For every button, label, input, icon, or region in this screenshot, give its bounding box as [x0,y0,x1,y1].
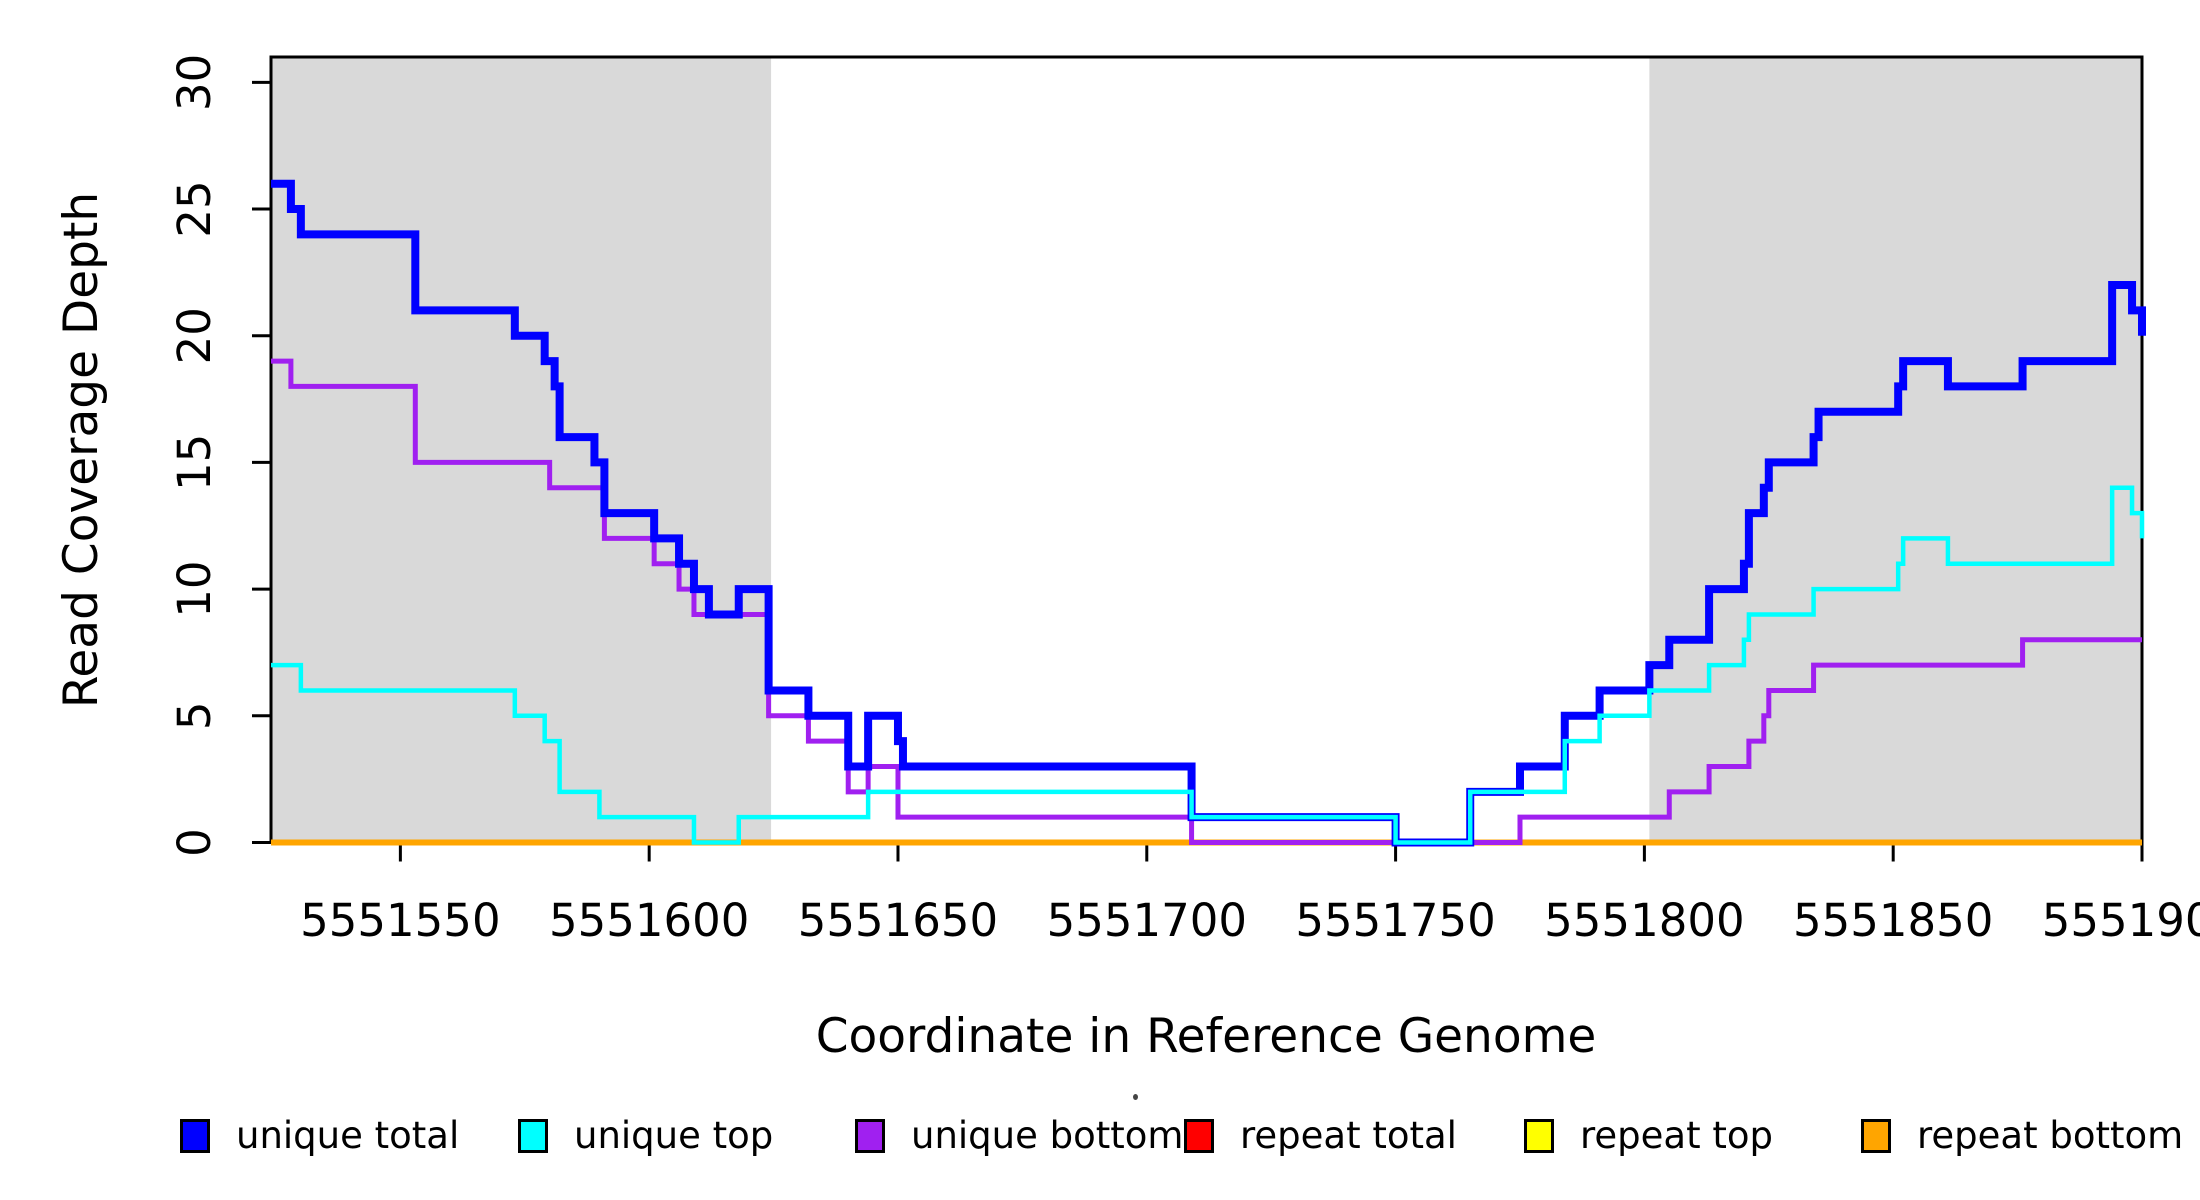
legend-item-repeat-total: repeat total [1184,1116,1457,1156]
x-tick-label: 5551800 [1544,894,1744,947]
shaded-region [1649,57,2142,843]
shaded-regions-layer [271,57,2142,843]
stray-dot-artifact [1133,1094,1138,1100]
legend-label: unique top [574,1114,774,1157]
legend-label: repeat top [1580,1114,1773,1157]
series-line-unique-top [271,485,2145,845]
legend-swatch-repeat-bottom [1861,1119,1891,1153]
shaded-region [271,57,772,843]
legend-item-repeat-top: repeat top [1524,1116,1773,1156]
legend-item-repeat-bottom: repeat bottom [1861,1116,2183,1156]
legend-swatch-repeat-top [1524,1119,1554,1153]
y-tick-label: 25 [168,180,221,237]
plot-frame-layer: 5551550 5551600 5551650 5551700 5551750 55518… [168,54,2200,947]
legend-swatch-unique-bottom [855,1119,885,1153]
legend-swatch-unique-total [180,1119,210,1153]
legend-label: repeat bottom [1917,1114,2184,1157]
legend-item-unique-bottom: unique bottom [855,1116,1183,1156]
legend-item-unique-total: unique total [180,1116,459,1156]
x-tick-label: 5551700 [1047,894,1247,947]
y-tick-label: 5 [168,701,221,730]
y-tick-label: 30 [168,54,221,111]
x-tick-label: 5551650 [798,894,998,947]
y-tick-label: 15 [168,434,221,491]
legend-label: unique bottom [911,1114,1184,1157]
legend-item-unique-top: unique top [518,1116,773,1156]
x-tick-label: 5551850 [1793,894,1993,947]
y-axis-title: Read Coverage Depth [54,192,109,708]
series-layer [271,179,2146,847]
x-tick-label: 5551550 [300,894,500,947]
y-tick-label: 0 [168,828,221,857]
x-axis-title: Coordinate in Reference Genome [816,1009,1597,1064]
x-tick-label: 5551750 [1295,894,1495,947]
legend-swatch-unique-top [518,1119,548,1153]
legend-label: repeat total [1240,1114,1457,1157]
y-tick-label: 10 [168,560,221,617]
y-tick-label: 20 [168,307,221,364]
x-tick-label: 5551600 [549,894,749,947]
legend-label: unique total [236,1114,460,1157]
legend-swatch-repeat-total [1184,1119,1214,1153]
